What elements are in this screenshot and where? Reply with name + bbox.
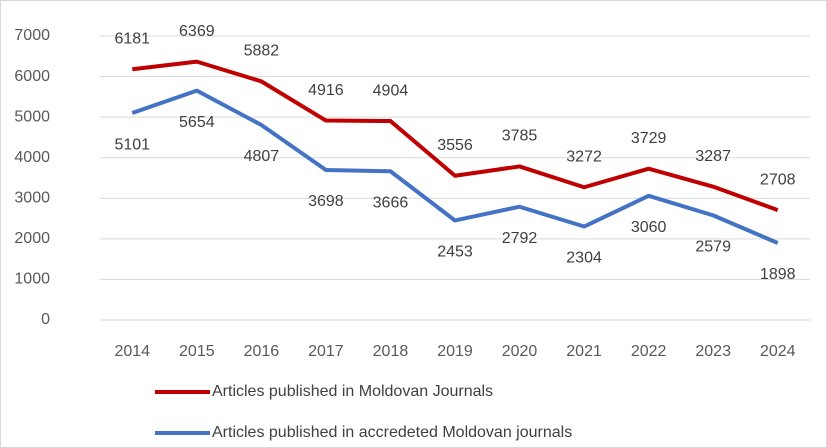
- data-label: 5654: [179, 114, 215, 131]
- data-label: 2708: [760, 171, 796, 188]
- legend-label: Articles published in accredeted Moldova…: [212, 424, 572, 441]
- x-tick-label: 2019: [437, 343, 473, 360]
- data-label: 1898: [760, 266, 796, 283]
- series-line: [132, 59, 779, 213]
- x-tick-label: 2022: [631, 343, 667, 360]
- y-tick-label: 5000: [14, 108, 50, 125]
- data-label: 3272: [566, 148, 602, 165]
- data-label: 3287: [695, 148, 731, 165]
- data-label: 2304: [566, 250, 602, 267]
- data-label: 2453: [437, 244, 473, 261]
- data-label: 3556: [437, 137, 473, 154]
- y-tick-label: 0: [41, 311, 50, 328]
- y-tick-label: 6000: [14, 68, 50, 85]
- x-tick-label: 2023: [695, 343, 731, 360]
- data-label: 3698: [308, 193, 344, 210]
- legend-label: Articles published in Moldovan Journals: [212, 383, 493, 400]
- series-line: [131, 88, 779, 245]
- data-label: 4916: [308, 82, 344, 99]
- data-label: 6369: [179, 23, 215, 40]
- data-label: 3060: [631, 219, 667, 236]
- x-tick-label: 2015: [179, 343, 215, 360]
- x-tick-label: 2014: [114, 343, 150, 360]
- y-tick-label: 4000: [14, 149, 50, 166]
- y-tick-label: 7000: [14, 27, 50, 44]
- data-label: 3666: [373, 194, 409, 211]
- data-label: 5882: [244, 43, 280, 60]
- x-tick-label: 2017: [308, 343, 344, 360]
- data-label: 4904: [373, 82, 409, 99]
- data-label: 2579: [695, 239, 731, 256]
- y-tick-label: 3000: [14, 190, 50, 207]
- data-label: 4807: [244, 148, 280, 165]
- data-label: 2792: [502, 230, 538, 247]
- x-tick-label: 2020: [502, 343, 538, 360]
- x-tick-label: 2021: [566, 343, 602, 360]
- y-tick-label: 2000: [14, 230, 50, 247]
- x-tick-label: 2016: [244, 343, 280, 360]
- data-label: 3729: [631, 130, 667, 147]
- data-label: 5101: [114, 136, 150, 153]
- data-label: 3785: [502, 128, 538, 145]
- data-label: 6181: [114, 30, 150, 47]
- x-tick-label: 2018: [373, 343, 409, 360]
- x-tick-label: 2024: [760, 343, 796, 360]
- y-tick-label: 1000: [14, 271, 50, 288]
